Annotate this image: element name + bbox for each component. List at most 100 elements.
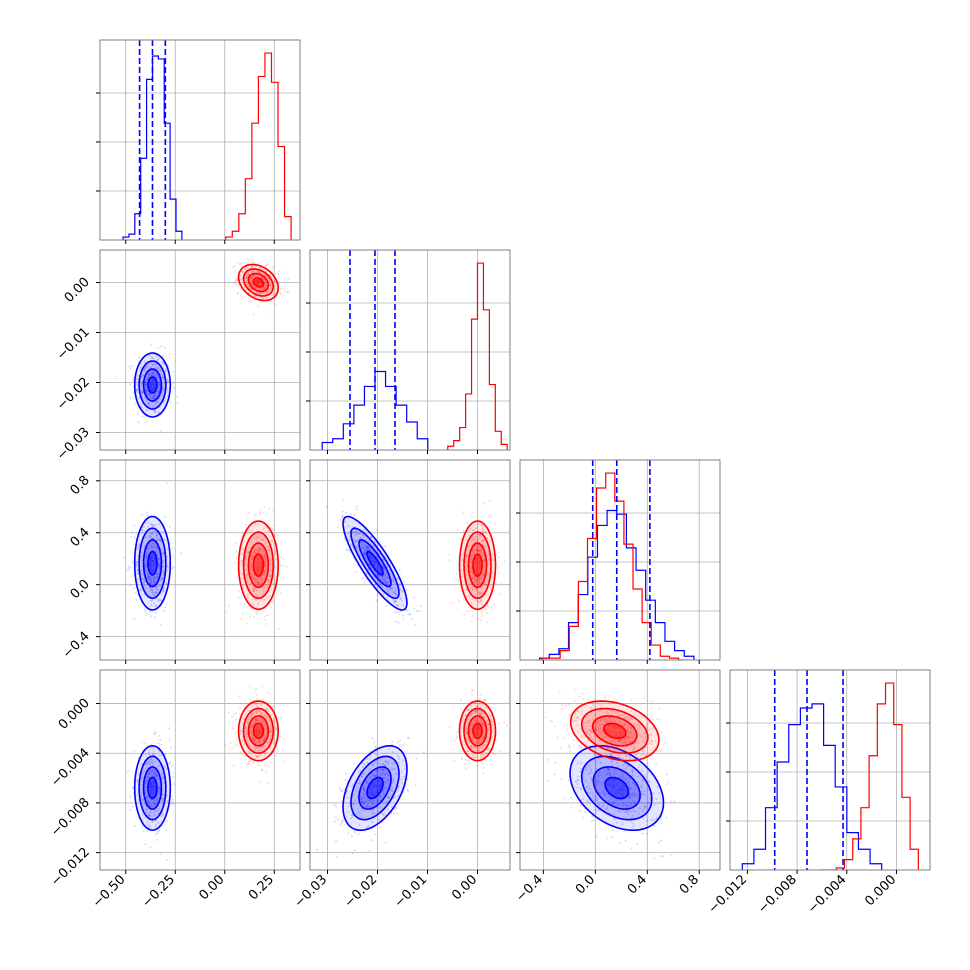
sample-point [387, 808, 390, 811]
sample-point [260, 732, 263, 735]
sample-point [379, 768, 382, 771]
sample-point [394, 587, 397, 590]
sample-point [156, 585, 159, 588]
sample-point [271, 293, 274, 296]
density-contour [237, 700, 280, 762]
sample-point [262, 598, 265, 601]
sample-point [364, 553, 367, 556]
sample-point [400, 770, 403, 773]
sample-point [570, 796, 573, 799]
sample-point [348, 535, 351, 538]
sample-point [475, 702, 478, 705]
sample-point [348, 538, 351, 541]
sample-point [166, 859, 169, 862]
sample-point [155, 770, 158, 773]
sample-point [246, 720, 249, 723]
sample-point [160, 743, 163, 746]
sample-point [241, 296, 244, 299]
sample-point [155, 354, 158, 357]
sample-point [392, 579, 395, 582]
sample-point [149, 760, 152, 763]
sample-point [150, 788, 153, 791]
sample-point [472, 511, 475, 514]
sample-point [365, 571, 368, 574]
sample-point [401, 599, 404, 602]
sample-point [360, 807, 363, 810]
sample-point [153, 394, 156, 397]
sample-point [274, 725, 277, 728]
sample-point [260, 281, 263, 284]
sample-point [405, 588, 408, 591]
sample-point [472, 539, 475, 542]
sample-point [148, 814, 151, 817]
sample-point [475, 579, 478, 582]
sample-point [457, 580, 460, 583]
sample-point [352, 525, 355, 528]
sample-point [383, 773, 386, 776]
sample-point [485, 608, 488, 611]
sample-point [156, 832, 159, 835]
sample-point [245, 622, 248, 625]
sample-point [139, 369, 142, 372]
sample-point [256, 603, 259, 606]
sample-point [258, 730, 261, 733]
sample-point [352, 538, 355, 541]
sample-point [369, 557, 372, 560]
sample-point [136, 568, 139, 571]
sample-point [482, 538, 485, 541]
sample-point [458, 600, 461, 603]
sample-point [346, 549, 349, 552]
sample-point [254, 721, 257, 724]
sample-point [150, 555, 153, 558]
sample-point [259, 280, 262, 283]
sample-point [233, 265, 236, 268]
sample-point [155, 833, 158, 836]
sample-point [155, 586, 158, 589]
sample-point [359, 770, 362, 773]
sample-point [396, 741, 399, 744]
sample-point [132, 364, 135, 367]
sample-point [364, 800, 367, 803]
sample-point [261, 722, 264, 725]
sample-point [155, 587, 158, 590]
sample-point [365, 780, 368, 783]
sample-point [254, 295, 257, 298]
sample-point [595, 759, 598, 762]
sample-point [480, 612, 483, 615]
sample-point [660, 750, 663, 753]
sample-point [154, 770, 157, 773]
sample-point [148, 610, 151, 613]
sample-point [374, 785, 377, 788]
sample-point [242, 547, 245, 550]
sample-point [474, 545, 477, 548]
sample-point [489, 581, 492, 584]
sample-point [382, 769, 385, 772]
sample-point [470, 539, 473, 542]
sample-point [256, 726, 259, 729]
sample-point [472, 576, 475, 579]
sample-point [422, 751, 425, 754]
sample-point [273, 533, 276, 536]
sample-point [371, 800, 374, 803]
sample-point [460, 538, 463, 541]
sample-point [257, 741, 260, 744]
sample-point [379, 806, 382, 809]
sample-point [377, 574, 380, 577]
sample-point [371, 790, 374, 793]
sample-point [142, 584, 145, 587]
sample-point [264, 565, 267, 568]
sample-point [393, 599, 396, 602]
sample-point [475, 570, 478, 573]
sample-point [352, 803, 355, 806]
sample-point [144, 370, 147, 373]
sample-point [465, 560, 468, 563]
sample-point [259, 754, 262, 757]
sample-point [241, 553, 244, 556]
sample-point [154, 366, 157, 369]
sample-point [171, 555, 174, 558]
sample-point [152, 378, 155, 381]
sample-point [253, 616, 256, 619]
sample-point [148, 753, 151, 756]
sample-point [249, 276, 252, 279]
density-contour [472, 553, 483, 578]
